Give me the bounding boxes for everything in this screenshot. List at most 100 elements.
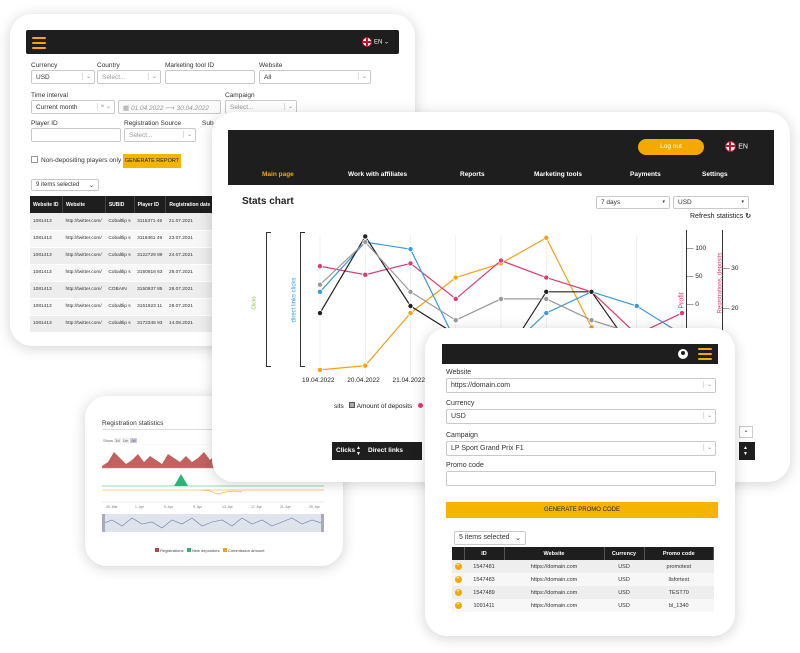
data-point[interactable] [452,274,459,281]
data-point[interactable] [407,288,414,295]
expand-row-icon[interactable]: + [452,573,464,586]
table-row[interactable]: 1081413 http://twitter.com/Cobaltlip s 317… [30,315,215,333]
language-selector[interactable]: EN ⌄ [362,37,389,47]
col-direct-links[interactable]: Direct links [368,447,404,454]
marketing-tool-input[interactable] [165,70,255,84]
data-point[interactable] [588,317,595,324]
campaign-select[interactable]: LP Sport Grand Prix F1 ⌄ [446,441,716,456]
nav-settings[interactable]: Settings [702,171,728,178]
reg-source-select[interactable]: Select... ⌄ [124,128,196,142]
logout-button[interactable]: Log out [638,139,704,155]
data-point[interactable] [407,260,414,267]
expand-row-icon[interactable]: + [452,586,464,599]
data-point[interactable] [317,281,323,288]
nav-reports[interactable]: Reports [460,171,485,178]
table-row[interactable]: +1547489 https://domain.com USD TEST70 [452,586,714,599]
table-settings-chevron[interactable]: ⌄ [739,426,753,438]
nav-marketing-tools[interactable]: Marketing tools [534,171,583,178]
website-select[interactable]: https://domain.com ⌄ [446,378,716,393]
data-point[interactable] [362,239,369,246]
data-point[interactable] [407,303,414,310]
col-subid[interactable]: SUBID [105,196,135,213]
data-point[interactable] [543,234,550,241]
navigator[interactable] [102,514,324,532]
data-point[interactable] [362,271,369,278]
expand-row-icon[interactable]: + [452,560,464,573]
data-point[interactable] [407,310,414,317]
plus-icon[interactable]: + [454,602,462,609]
data-point[interactable] [317,366,323,373]
data-point[interactable] [497,295,504,302]
data-point[interactable] [543,310,550,317]
nav-affiliates[interactable]: Work with affiliates [348,171,408,178]
navigator-right-handle[interactable] [321,514,324,532]
expand-row-icon[interactable]: + [452,599,464,612]
col-website-id[interactable]: Website ID [30,196,63,213]
data-point[interactable] [497,257,504,264]
col-website[interactable]: Website [62,196,106,213]
data-point[interactable] [633,303,640,310]
hamburger-menu-icon[interactable] [32,37,46,49]
sub-label: Sub [202,120,214,127]
col-id[interactable]: ID [464,547,505,560]
language-selector[interactable]: EN [725,141,748,152]
data-point[interactable] [407,246,414,253]
table-row[interactable]: 1081413 http://twitter.com/Cobaltlip s 311… [30,213,215,231]
nav-main-page[interactable]: Main page [262,171,294,178]
plus-icon[interactable]: + [454,576,462,583]
nav-payments[interactable]: Payments [630,171,661,178]
table-row[interactable]: 1081413 http://twitter.com/Cobaltlip s 311… [30,230,215,248]
data-point[interactable] [317,288,323,295]
data-point[interactable] [452,295,459,302]
plus-icon[interactable]: + [454,589,462,596]
generate-report-button[interactable]: GENERATE REPORT [123,154,181,168]
sort-icon[interactable]: ▲ ▼ [356,445,361,457]
data-point[interactable] [362,233,369,240]
user-icon[interactable] [678,349,688,359]
navigator-left-handle[interactable] [102,514,105,532]
zoom-1m[interactable]: 1m [121,438,130,443]
col-reg-date[interactable]: Registration date [165,196,215,213]
table-row[interactable]: 1081413 http://twitter.com/Cobaltlip s 315… [30,298,215,316]
time-interval-select[interactable]: Current month × ⌄ [31,100,115,114]
table-row[interactable]: 1081413 http://twitter.com/Cobaltlip s 315… [30,264,215,282]
hamburger-menu-icon[interactable] [698,348,712,360]
data-point[interactable] [362,362,369,369]
data-point[interactable] [588,288,595,295]
col-promo-code[interactable]: Promo code [644,547,714,560]
data-point[interactable] [543,295,550,302]
currency-select[interactable]: USD ⌄ [446,409,716,424]
country-select[interactable]: Select... ⌄ [97,70,161,84]
website-select[interactable]: All ⌄ [259,70,371,84]
plus-icon[interactable]: + [454,563,462,570]
table-row[interactable]: +1547483 https://domain.com USD llsfortest [452,573,714,586]
table-row[interactable]: 1081413 http://twitter.com/Cobaltlip s 312… [30,247,215,265]
col-player-id[interactable]: Player ID [134,196,167,213]
zoom-1d[interactable]: 1d [114,438,121,443]
col-currency[interactable]: Currency [604,547,645,560]
sort-icon[interactable]: ▲ ▼ [743,445,748,457]
period-select[interactable]: 7 days ▾ [596,196,670,209]
data-point[interactable] [543,288,550,295]
generate-promo-code-button[interactable]: GENERATE PROMO CODE [446,502,718,518]
zoom-all[interactable]: All [130,438,137,443]
date-range-input[interactable]: ▦ 01.04.2022 ⟶ 30.04.2022 [118,100,221,114]
promo-code-input[interactable] [446,471,716,486]
data-point[interactable] [317,263,323,270]
data-point[interactable] [543,274,550,281]
table-row[interactable]: +1091411 https://domain.com USD bl_1340 [452,599,714,612]
data-point[interactable] [317,310,323,317]
non-depositing-checkbox[interactable] [31,156,38,163]
refresh-statistics-button[interactable]: Refresh statistics ↻ [690,213,752,220]
columns-select[interactable]: 5 items selected ⌄ [454,531,526,545]
columns-select[interactable]: 9 items selected ⌄ [31,179,99,191]
table-row[interactable]: +1547481 https://domain.com USD promotest [452,560,714,573]
col-clicks[interactable]: Clicks [336,447,356,454]
player-id-input[interactable] [31,128,121,142]
table-row[interactable]: 1081413 http://twitter.com/COBAIN 3150937 … [30,281,215,299]
data-point[interactable] [452,317,459,324]
currency-select[interactable]: USD ⌄ [31,70,95,84]
data-point[interactable] [678,310,685,317]
col-website[interactable]: Website [504,547,605,560]
currency-select[interactable]: USD ▾ [673,196,749,209]
